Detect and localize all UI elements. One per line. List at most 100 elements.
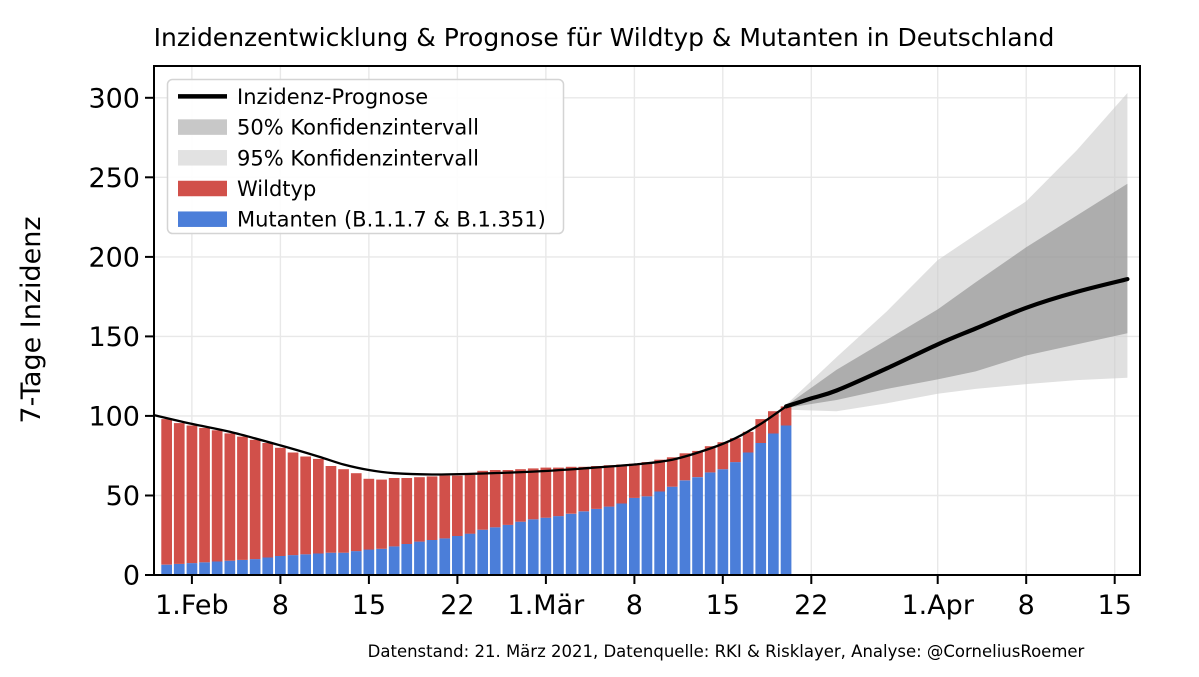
bar-wildtyp xyxy=(414,477,425,542)
bar-mutanten xyxy=(426,540,438,575)
bar-mutanten xyxy=(186,563,198,575)
x-tick-label: 22 xyxy=(440,590,474,621)
bar-mutanten xyxy=(439,538,451,575)
y-tick-label: 300 xyxy=(88,83,140,114)
bar-mutanten xyxy=(679,480,691,575)
bar-mutanten xyxy=(477,529,488,575)
bar-wildtyp xyxy=(629,463,640,498)
bar-mutanten xyxy=(350,551,362,575)
bar-wildtyp xyxy=(591,466,602,509)
bar-wildtyp xyxy=(186,425,198,564)
bar-mutanten xyxy=(388,546,400,575)
bar-wildtyp xyxy=(426,476,438,540)
bar-mutanten xyxy=(704,472,716,575)
bar-mutanten xyxy=(629,497,640,575)
bar-mutanten xyxy=(578,511,590,575)
bar-mutanten xyxy=(489,527,501,575)
legend-label-wildtyp: Wildtyp xyxy=(237,177,316,201)
bar-wildtyp xyxy=(199,427,210,563)
y-tick-label: 0 xyxy=(123,561,140,592)
bar-wildtyp xyxy=(237,436,248,560)
legend-swatch-ci50 xyxy=(178,119,227,135)
bar-mutanten xyxy=(553,516,564,575)
y-tick-label: 100 xyxy=(88,401,140,432)
bar-mutanten xyxy=(717,469,729,575)
bar-wildtyp xyxy=(388,478,400,547)
bar-mutanten xyxy=(237,559,248,575)
bar-mutanten xyxy=(262,557,274,575)
bar-mutanten xyxy=(287,555,299,575)
bar-wildtyp xyxy=(439,475,451,539)
y-tick-label: 250 xyxy=(88,163,140,194)
bar-mutanten xyxy=(401,544,413,575)
bar-wildtyp xyxy=(173,423,185,564)
caption: Datenstand: 21. März 2021, Datenquelle: … xyxy=(368,642,1085,661)
bar-mutanten xyxy=(768,433,779,575)
bar-wildtyp xyxy=(654,459,665,492)
x-tick-label: 8 xyxy=(1018,590,1035,621)
x-tick-label: 15 xyxy=(706,590,740,621)
bar-wildtyp xyxy=(641,462,653,497)
bar-mutanten xyxy=(249,559,261,575)
bar-mutanten xyxy=(376,548,387,575)
plot-frame xyxy=(153,65,1141,576)
bar-mutanten xyxy=(565,513,577,575)
bar-mutanten xyxy=(452,536,463,575)
bar-wildtyp xyxy=(287,452,299,556)
bar-mutanten xyxy=(540,517,552,575)
bar-wildtyp xyxy=(363,478,375,550)
bar-wildtyp xyxy=(262,443,274,558)
prognose-line-forecast xyxy=(784,277,1130,409)
ci50-band xyxy=(786,183,1128,408)
bar-wildtyp xyxy=(768,411,779,434)
legend-label-ci50: 50% Konfidenzintervall xyxy=(237,116,479,140)
bar-mutanten xyxy=(654,491,665,575)
bar-wildtyp xyxy=(527,468,539,520)
bar-wildtyp xyxy=(540,467,552,518)
bar-wildtyp xyxy=(502,470,514,525)
bar-wildtyp xyxy=(452,475,463,536)
bar-mutanten xyxy=(414,541,425,575)
legend-swatch-mutanten xyxy=(178,211,227,227)
bar-mutanten xyxy=(603,506,615,575)
x-tick-label: 1.Feb xyxy=(155,590,229,621)
bar-wildtyp xyxy=(313,458,324,554)
x-tick-label: 8 xyxy=(626,590,643,621)
bar-mutanten xyxy=(502,524,514,575)
bar-mutanten xyxy=(591,509,602,575)
bar-wildtyp xyxy=(350,473,362,552)
bar-mutanten xyxy=(515,521,526,575)
bar-wildtyp xyxy=(464,474,476,534)
bar-wildtyp xyxy=(515,469,526,522)
bar-wildtyp xyxy=(325,466,337,553)
bar-mutanten xyxy=(616,503,627,575)
bar-mutanten xyxy=(211,561,223,575)
bar-mutanten xyxy=(692,477,703,575)
bar-wildtyp xyxy=(300,456,311,555)
bar-wildtyp xyxy=(730,438,741,463)
legend-swatch-ci95 xyxy=(178,150,227,166)
x-tick-label: 1.Mär xyxy=(508,590,586,621)
bar-wildtyp xyxy=(616,464,627,504)
bar-wildtyp xyxy=(742,431,754,453)
bar-wildtyp xyxy=(275,447,286,556)
bar-mutanten xyxy=(363,549,375,575)
bar-mutanten xyxy=(224,560,236,575)
x-tick-label: 22 xyxy=(794,590,828,621)
bar-mutanten xyxy=(755,443,767,575)
bar-mutanten xyxy=(325,552,337,575)
bar-mutanten xyxy=(300,554,311,575)
bar-mutanten xyxy=(313,553,324,575)
bar-mutanten xyxy=(641,496,653,575)
bar-wildtyp xyxy=(603,465,615,507)
legend-label-mutanten: Mutanten (B.1.1.7 & B.1.351) xyxy=(237,208,546,232)
prognose-line-history xyxy=(153,405,787,476)
legend-swatch-wildtyp xyxy=(178,180,227,197)
bar-mutanten xyxy=(666,486,678,575)
bar-mutanten xyxy=(199,562,210,575)
bar-mutanten xyxy=(780,425,792,575)
bar-wildtyp xyxy=(338,469,349,553)
bar-mutanten xyxy=(464,533,476,575)
